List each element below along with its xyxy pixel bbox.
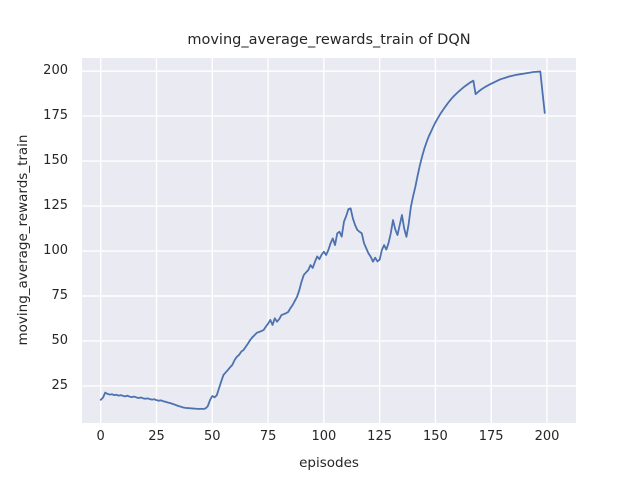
y-tick-label: 100: [43, 243, 68, 258]
x-tick-label: 75: [259, 429, 277, 444]
y-tick-label: 125: [43, 198, 68, 214]
x-tick-label: 100: [311, 429, 337, 444]
x-tick-label: 0: [96, 429, 105, 444]
y-tick-label: 50: [51, 333, 68, 348]
y-tick-label: 75: [51, 288, 68, 303]
series-line: [99, 70, 546, 410]
x-tick-label: 200: [534, 429, 560, 444]
x-axis-label: episodes: [299, 455, 359, 471]
y-tick-label: 200: [43, 63, 68, 79]
x-tick-label: 25: [148, 429, 165, 444]
x-tick-label: 175: [478, 429, 504, 444]
y-tick-label: 25: [51, 377, 68, 393]
x-tick-label: 125: [367, 429, 392, 444]
plot-area: [82, 58, 576, 423]
x-tick-label: 50: [204, 429, 221, 444]
x-tick-label: 150: [422, 429, 448, 444]
y-tick-label: 150: [43, 153, 68, 169]
chart-title: moving_average_rewards_train of DQN: [187, 32, 471, 48]
y-tick-label: 175: [43, 108, 68, 124]
